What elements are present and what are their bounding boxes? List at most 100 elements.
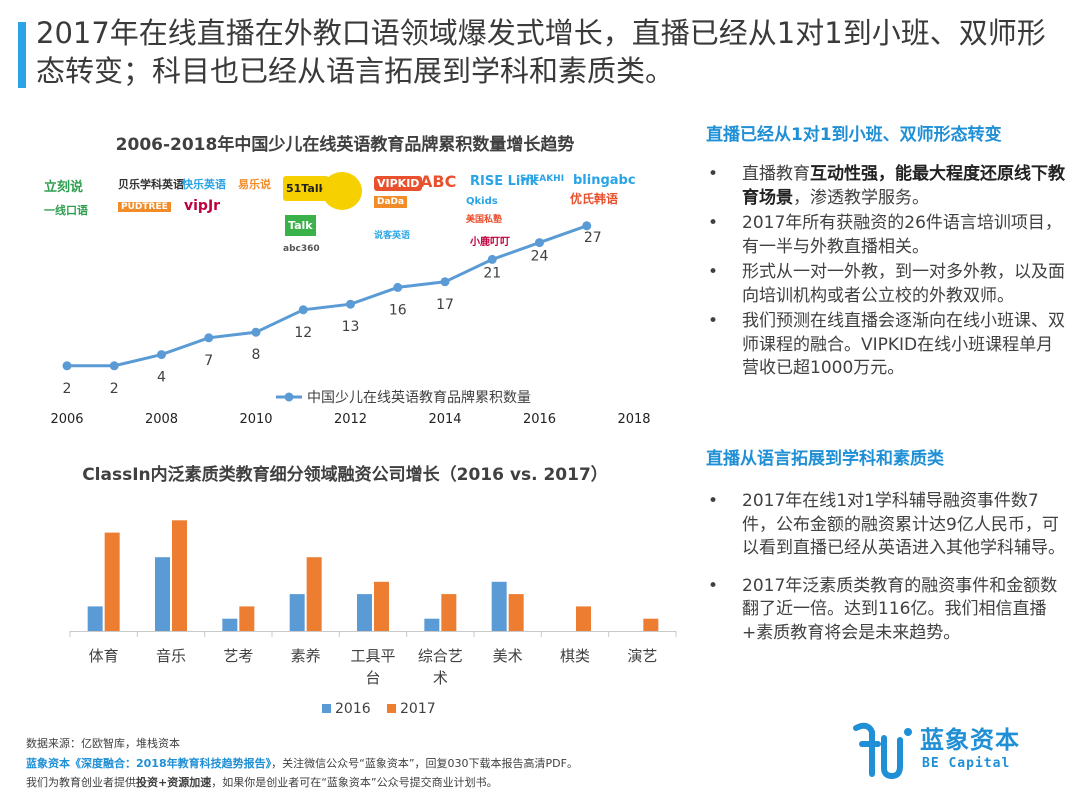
bar-2016 [222, 618, 238, 631]
section1-bullet: 2017年所有获融资的26件语言培训项目，有一半与外教直播相关。 [706, 212, 1066, 259]
bar-2017 [508, 594, 524, 631]
bar-2017 [643, 618, 659, 631]
line-x-tick: 2006 [50, 412, 83, 427]
line-data-label: 16 [389, 302, 407, 318]
bar-category-label: 音乐 [156, 647, 186, 665]
report-link[interactable]: 蓝象资本《深度融合：2018年教育科技趋势报告》 [26, 757, 272, 770]
bar-category-label: 美术 [493, 647, 523, 665]
bar-legend-swatch [322, 704, 331, 713]
logo-xiaoludingding: 小鹿叮叮 [470, 237, 510, 248]
logo-talk: Talk [285, 215, 316, 236]
line-point [487, 254, 497, 264]
bar-legend-swatch [387, 704, 396, 713]
line-point [440, 277, 450, 287]
line-data-label: 2 [63, 381, 72, 397]
bar-2017 [306, 557, 322, 631]
logo-beilezx: 贝乐学科英语 [118, 178, 184, 191]
line-data-label: 8 [252, 347, 261, 363]
bar-2017 [239, 606, 255, 631]
title-accent-bar [18, 22, 26, 88]
bar-category-label: 体育 [89, 647, 119, 665]
bar-2017 [172, 520, 187, 631]
section1-bullet: 直播教育互动性强，能最大程度还原线下教育场景，渗透教学服务。 [706, 163, 1066, 210]
logo-shuoke: 说客英语 [374, 231, 411, 241]
page-title: 2017年在线直播在外教口语领域爆发式增长，直播已经从1对1到小班、双师形态转变… [36, 16, 1046, 88]
line-data-label: 7 [204, 353, 213, 369]
bar-category-label: 演艺 [627, 647, 657, 665]
logo-abc360: abc360 [283, 244, 320, 254]
line-point [109, 361, 119, 371]
line-x-tick: 2012 [334, 412, 367, 427]
bar-chart-title: ClassIn内泛素质类教育细分领域融资公司增长（2016 vs. 2017） [82, 465, 608, 485]
logo-vipjr: vipJr [184, 198, 221, 214]
brand-logo: 蓝象资本 BE Capital [848, 714, 1048, 784]
bar-category-label: 棋类 [560, 647, 590, 665]
brand-name-en: BE Capital [922, 756, 1011, 771]
line-point [393, 282, 403, 292]
line-data-label: 24 [531, 249, 549, 265]
section1-bullet: 我们预测在线直播会逐渐向在线小班课、双师课程的融合。VIPKID在线小班课程单月… [706, 310, 1066, 381]
bar-category-label: 工具平 [350, 647, 395, 665]
bar-2016 [491, 581, 507, 631]
logo-dada: DaDa [374, 196, 408, 208]
line-x-tick: 2016 [523, 412, 556, 427]
section2-bullets: 2017年在线1对1学科辅导融资事件数7件，公布金额的融资累计达9亿人民币，可以… [706, 490, 1066, 647]
bar-2017 [441, 594, 457, 631]
mascot-icon [322, 172, 362, 210]
line-point [251, 327, 261, 337]
section2-bullet: 2017年泛素质类教育的融资事件和金额数翻了近一倍。达到116亿。我们相信直播+… [706, 575, 1066, 646]
bar-2016 [289, 594, 305, 631]
line-data-label: 17 [436, 297, 454, 313]
footer-source: 数据来源：亿欧智库，堆栈资本 [26, 737, 180, 750]
bar-legend-label: 2017 [400, 701, 436, 717]
line-legend-label: 中国少儿在线英语教育品牌累积数量 [307, 389, 531, 406]
contact-post: ，如果你是创业者可在“蓝象资本”公众号提交商业计划书。 [211, 776, 498, 789]
section1-bullet: 形式从一对一外教，到一对多外教，以及面向培训机构或者公立校的外教双师。 [706, 261, 1066, 308]
logo-lika: 立刻说 [44, 180, 84, 195]
line-point [62, 361, 72, 371]
line-chart-title: 2006-2018年中国少儿在线英语教育品牌累积数量增长趋势 [115, 135, 575, 155]
line-point [157, 350, 166, 360]
section1-title: 直播已经从1对1到小班、双师形态转变 [706, 125, 1002, 145]
logo-yixian: 一线口语 [44, 204, 88, 217]
line-data-label: 13 [342, 319, 360, 335]
logo-youshi: 优氏韩语 [570, 192, 619, 206]
line-x-tick: 2008 [145, 412, 178, 427]
logo-speakhi: SPEAKHI [520, 174, 565, 184]
line-point [204, 333, 214, 343]
bar-category-label: 台 [365, 669, 380, 687]
bar-category-label: 综合艺 [418, 647, 463, 665]
line-point [346, 299, 355, 309]
line-x-tick: 2018 [617, 412, 650, 427]
logo-riselink: RISE Link [470, 174, 539, 189]
brand-mark-icon [853, 722, 912, 780]
line-point [298, 305, 308, 315]
logo-yileshuo: 易乐说 [238, 178, 271, 191]
line-data-label: 27 [584, 230, 602, 246]
logo-51talk: 51Talk [283, 176, 329, 201]
section2-title: 直播从语言拓展到学科和素质类 [706, 449, 944, 469]
line-point [582, 221, 592, 231]
footer-contact-line: 我们为教育创业者提供投资+资源加速，如果你是创业者可在“蓝象资本”公众号提交商业… [26, 774, 498, 790]
bar-2016 [87, 606, 103, 631]
logo-qkids: Qkids [466, 196, 498, 207]
bar-2016 [155, 557, 170, 631]
logo-blingabc: blingabc [573, 173, 636, 188]
bar-2017 [104, 532, 120, 631]
bar-category-label: 术 [433, 669, 448, 687]
report-rest: ，关注微信公众号“蓝象资本”，回复030下载本报告高清PDF。 [271, 757, 578, 770]
contact-pre: 我们为教育创业者提供 [26, 776, 136, 789]
logo-meiguosishu: 美国私塾 [466, 215, 503, 225]
line-data-label: 4 [157, 370, 166, 386]
line-series-path [67, 224, 588, 368]
bar-2017 [576, 606, 591, 631]
line-x-tick: 2014 [428, 412, 461, 427]
bar-2016 [357, 594, 372, 631]
line-point [535, 238, 544, 248]
section1-bullets: 直播教育互动性强，能最大程度还原线下教育场景，渗透教学服务。2017年所有获融资… [706, 163, 1066, 383]
logo-pudtree: PUDTREE [118, 202, 171, 212]
brand-name-cn: 蓝象资本 [920, 726, 1020, 754]
footer-report-line: 蓝象资本《深度融合：2018年教育科技趋势报告》，关注微信公众号“蓝象资本”，回… [26, 755, 578, 771]
